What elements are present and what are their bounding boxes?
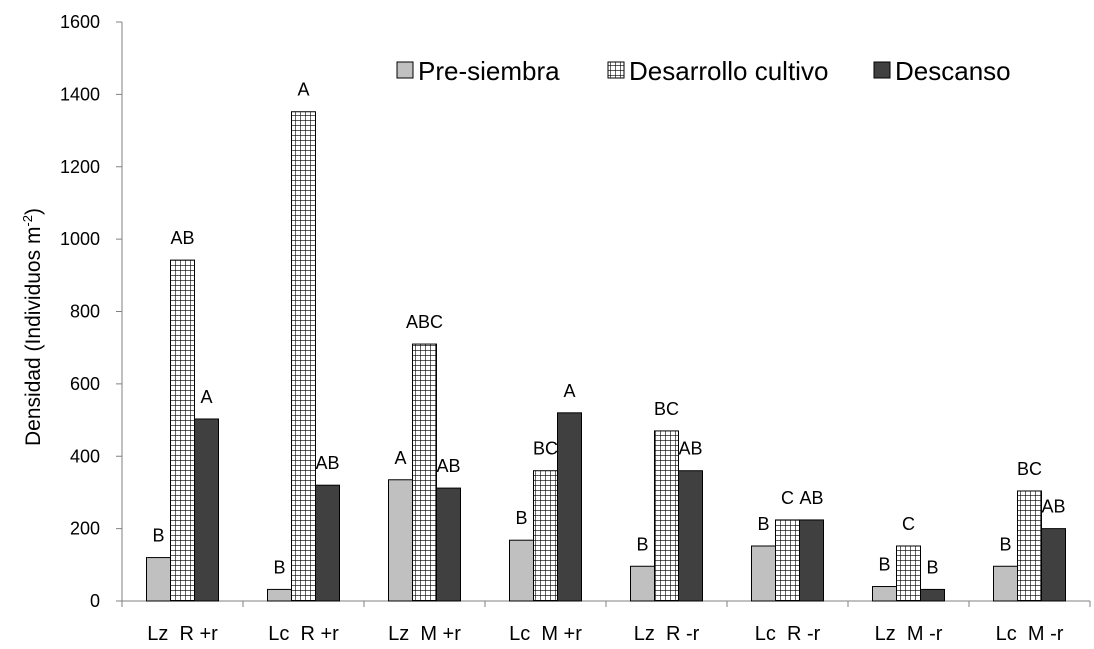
significance-label: B	[757, 514, 769, 534]
y-tick-label: 1200	[60, 157, 100, 177]
bar	[872, 586, 897, 602]
significance-label: AB	[799, 488, 823, 508]
bar	[509, 539, 534, 602]
x-category-label: Lz R -r	[634, 623, 700, 645]
bar	[412, 343, 437, 602]
significance-label: ABC	[406, 312, 443, 332]
y-tick-label: 600	[70, 374, 100, 394]
bar	[751, 545, 776, 602]
significance-label: A	[200, 387, 212, 407]
bar	[920, 588, 945, 602]
bar	[1017, 490, 1042, 602]
bar	[436, 487, 461, 602]
significance-label: C	[902, 514, 915, 534]
significance-label: B	[515, 508, 527, 528]
bar	[654, 430, 679, 602]
bars	[146, 111, 1066, 602]
y-tick-label: 200	[70, 519, 100, 539]
y-axis-label: Densidad (Individuos m-2)	[20, 208, 45, 446]
legend-swatch	[873, 61, 891, 79]
bar	[291, 111, 316, 602]
bar	[533, 470, 558, 602]
legend-label: Pre-siembra	[418, 56, 560, 86]
y-tick-label: 0	[90, 591, 100, 611]
bar	[896, 545, 921, 602]
bar	[799, 519, 824, 602]
x-category-label: Lc R +r	[268, 623, 339, 645]
x-category-label: Lz R +r	[147, 623, 218, 645]
x-category-label: Lz M +r	[388, 623, 461, 645]
axes: 0 200 400 600 800 1000 1200 1400 1600 Lz R +r Lc R…	[60, 12, 1091, 645]
y-tick-label: 1400	[60, 84, 100, 104]
significance-label: C	[781, 488, 794, 508]
bar	[993, 565, 1018, 602]
significance-label: B	[273, 557, 285, 577]
bar	[678, 470, 703, 602]
legend: Pre-siembra Desarrollo cultivo Descanso	[396, 56, 1011, 86]
significance-label: A	[563, 381, 575, 401]
significance-label: AB	[678, 439, 702, 459]
x-category-label: Lz M -r	[875, 623, 943, 645]
y-tick-label: 1000	[60, 229, 100, 249]
bar	[315, 484, 340, 602]
x-category-label: Lc M +r	[509, 623, 582, 645]
bar	[1041, 528, 1066, 602]
significance-label: AB	[1041, 497, 1065, 517]
legend-label: Descanso	[895, 56, 1011, 86]
significance-label: BC	[654, 399, 679, 419]
bar	[557, 412, 582, 602]
legend-swatch	[607, 61, 625, 79]
significance-label: B	[878, 555, 890, 575]
bar	[194, 418, 219, 602]
bar	[775, 519, 800, 602]
significance-label: BC	[533, 439, 558, 459]
y-tick-label: 400	[70, 446, 100, 466]
significance-label: B	[926, 557, 938, 577]
bar	[170, 259, 195, 602]
x-category-label: Lc M -r	[996, 623, 1064, 645]
significance-label: B	[636, 534, 648, 554]
significance-label: A	[297, 80, 309, 100]
x-category-label: Lc R -r	[755, 623, 821, 645]
significance-label: AB	[315, 453, 339, 473]
bar	[146, 557, 171, 602]
bar	[630, 565, 655, 602]
significance-label: AB	[436, 456, 460, 476]
y-tick-label: 1600	[60, 12, 100, 32]
significance-label: AB	[170, 228, 194, 248]
legend-swatch	[396, 61, 414, 79]
bar	[267, 588, 292, 602]
significance-label: B	[999, 534, 1011, 554]
significance-label: B	[152, 526, 164, 546]
bar	[388, 479, 413, 602]
legend-label: Desarrollo cultivo	[629, 56, 828, 86]
significance-label: A	[394, 448, 406, 468]
y-tick-label: 800	[70, 302, 100, 322]
significance-label: BC	[1017, 459, 1042, 479]
